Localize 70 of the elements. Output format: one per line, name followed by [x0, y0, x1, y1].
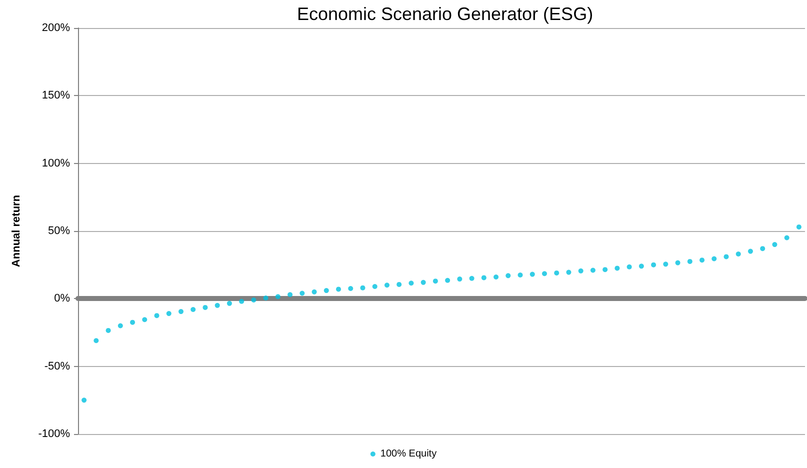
point	[760, 246, 766, 252]
point	[602, 267, 608, 272]
point	[638, 264, 644, 269]
point	[263, 295, 268, 300]
y-tick-label: 0%	[54, 292, 70, 305]
point	[251, 298, 256, 303]
point	[154, 313, 160, 318]
point	[226, 300, 232, 306]
point	[178, 309, 184, 314]
point	[614, 266, 620, 271]
point	[420, 280, 426, 285]
point	[542, 271, 547, 276]
point	[626, 264, 632, 270]
point	[432, 278, 438, 284]
point	[82, 398, 87, 403]
point	[736, 252, 741, 257]
y-tick-label: 100%	[42, 157, 70, 170]
point	[796, 224, 802, 230]
point	[288, 292, 293, 298]
point	[348, 286, 354, 292]
legend-label: 100% Equity	[380, 448, 437, 460]
point	[275, 294, 280, 300]
point	[384, 282, 390, 288]
point	[190, 306, 196, 312]
point	[530, 272, 535, 277]
point	[784, 235, 790, 240]
chart-title: Economic Scenario Generator (ESG)	[296, 4, 594, 24]
point	[590, 268, 596, 273]
point	[481, 275, 486, 280]
point	[372, 284, 378, 289]
point	[506, 273, 511, 278]
point	[142, 317, 148, 322]
point	[118, 323, 123, 328]
point	[651, 262, 656, 268]
y-tick-label: 200%	[42, 22, 70, 34]
point	[518, 272, 523, 278]
point	[166, 311, 172, 316]
y-tick-label: -100%	[38, 428, 70, 440]
y-axis-title: Annual return	[10, 194, 22, 268]
point	[130, 320, 136, 325]
point	[408, 280, 414, 286]
point	[772, 242, 778, 248]
point	[312, 289, 317, 294]
point	[748, 248, 753, 254]
point	[336, 286, 342, 292]
point	[239, 298, 244, 304]
point	[700, 258, 705, 263]
point	[687, 258, 692, 264]
point	[663, 262, 668, 267]
point	[457, 276, 462, 282]
point	[578, 268, 584, 274]
y-tick-label: -50%	[44, 360, 70, 372]
point	[675, 260, 680, 266]
point	[494, 274, 499, 280]
point	[554, 270, 560, 276]
y-tick-label: 150%	[42, 90, 70, 102]
point	[324, 288, 329, 294]
y-tick-label: 50%	[48, 225, 70, 237]
point	[214, 302, 220, 308]
point	[202, 304, 208, 310]
point	[712, 256, 717, 262]
point	[566, 270, 572, 275]
point	[360, 285, 366, 290]
point	[94, 338, 99, 344]
point	[445, 278, 450, 283]
point	[106, 328, 111, 333]
point	[469, 276, 474, 281]
point	[396, 282, 402, 287]
point	[724, 254, 729, 260]
point	[300, 290, 305, 296]
